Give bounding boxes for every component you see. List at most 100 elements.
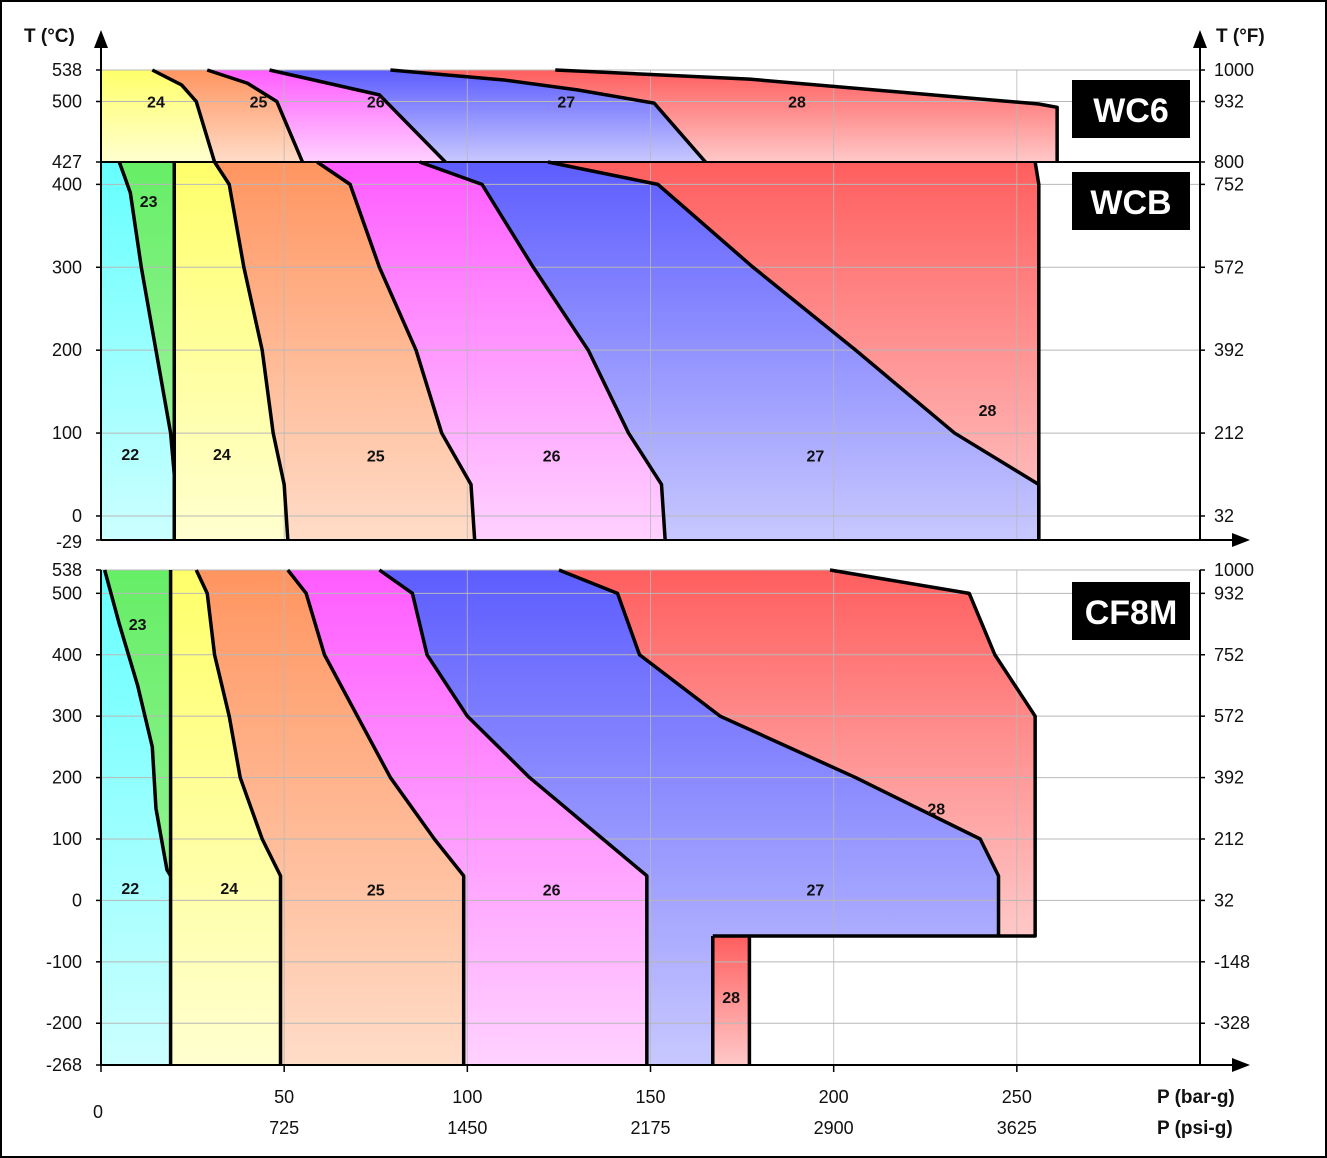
zone-label-27: 27 [806,448,824,465]
panel-title-badge [1072,172,1190,230]
zone-fill-27 [379,570,999,1065]
right-tick-label: 32 [1214,506,1234,526]
zone-label-28: 28 [979,403,997,420]
right-tick-label: 752 [1214,174,1244,194]
zone-boundary-b24 [213,161,290,541]
right-tick-label: 752 [1214,645,1244,665]
zone-label-28: 28 [722,990,740,1007]
zone-fill-25 [196,570,464,1065]
y-axis-right-title: T (°F) [1216,26,1265,47]
zone-boundary-b28a [712,568,1037,938]
zone-fill-24 [174,162,288,540]
y-axis-right-arrow [1193,30,1207,48]
right-tick-label: 1000 [1214,560,1254,580]
zone-label-25: 25 [367,448,385,465]
zone-fill-28 [712,936,750,1065]
x-axis-lower-arrow [1232,1058,1250,1072]
zone-boundary-b24 [194,569,283,1065]
left-tick-label: 400 [52,645,82,665]
zone-boundary-b26 [378,568,649,1065]
left-tick-label: 400 [52,174,82,194]
zone-label-25: 25 [367,882,385,899]
right-tick-label: 932 [1214,91,1244,111]
zone-label-22: 22 [121,447,139,464]
zone-label-23: 23 [140,194,158,211]
panel-title: WC6 [1093,92,1169,130]
right-tick-label: 32 [1214,890,1234,910]
left-tick-label: 500 [52,91,82,111]
right-tick-label: 392 [1214,340,1244,360]
x-axis-title-psi: P (psi-g) [1157,1118,1233,1139]
left-tick-label: 300 [52,706,82,726]
zone-fill-28 [558,570,1036,937]
right-tick-label: 572 [1214,257,1244,277]
zone-boundary-b26 [269,68,447,164]
left-tick-label: -100 [46,952,82,972]
zone-fill-24 [170,570,281,1065]
zone-boundary-b25 [286,568,466,1065]
x-axis-upper-arrow [1232,533,1250,547]
x-tick-label-bar: 200 [819,1087,849,1107]
left-tick-label: 200 [52,768,82,788]
zone-fill-25 [214,162,475,540]
x-axis-title-bar: P (bar-g) [1157,1087,1235,1108]
zone-label-24: 24 [213,447,231,464]
zone-label-27: 27 [557,94,575,111]
right-tick-label: -148 [1214,952,1250,972]
left-tick-label: 427 [52,152,82,172]
zone-label-24: 24 [220,881,238,898]
right-tick-label: 800 [1214,152,1244,172]
zone-boundary-b22 [117,161,177,475]
zone-label-26: 26 [367,94,385,111]
right-tick-label: 212 [1214,423,1244,443]
zone-fill-23 [119,162,175,540]
right-tick-label: 392 [1214,768,1244,788]
right-tick-label: 212 [1214,829,1244,849]
zone-boundary-b25 [206,68,305,163]
x-tick-label-bar: 250 [1002,1087,1032,1107]
zone-label-26: 26 [543,882,561,899]
x-tick-label-bar: 50 [274,1087,294,1107]
panel-title-badge [1072,80,1190,138]
zone-label-28: 28 [788,94,806,111]
zone-label-27: 27 [806,882,824,899]
left-tick-label: 100 [52,423,82,443]
y-axis-left-arrow [94,30,108,48]
zone-fill-26 [207,70,446,162]
zone-boundary-b26 [419,160,667,541]
right-tick-label: 1000 [1214,60,1254,80]
zone-label-23: 23 [129,617,147,634]
zone-boundary-b24 [151,68,217,163]
zone-fill-28 [547,162,1039,540]
left-tick-label: -268 [46,1055,82,1075]
x-tick-label-psi: 3625 [997,1118,1037,1138]
zone-fill-22 [101,162,175,540]
panel-title: WCB [1090,184,1171,222]
zone-fill-24 [101,70,215,162]
zone-fill-27 [419,162,1039,540]
left-tick-label: 300 [52,257,82,277]
panel-title: CF8M [1085,594,1178,632]
x-tick-label-bar: 150 [635,1087,665,1107]
left-tick-label: 538 [52,560,82,580]
y-axis-left-title: T (°C) [24,26,75,47]
x-tick-label-psi: 2900 [814,1118,854,1138]
zone-label-25: 25 [250,94,268,111]
zone-fill-26 [317,162,666,540]
zone-label-22: 22 [121,881,139,898]
zone-fill-23 [104,570,171,1065]
x-tick-label-psi: 1450 [447,1118,487,1138]
left-tick-label: -29 [56,532,82,552]
left-tick-label: -200 [46,1013,82,1033]
left-tick-label: 538 [52,60,82,80]
zone-boundary-b22 [102,569,173,877]
panel-title-badge [1072,582,1190,640]
right-tick-label: -328 [1214,1013,1250,1033]
left-tick-label: 200 [52,340,82,360]
zone-boundary-b25 [316,160,477,541]
x-tick-label-bar: 0 [93,1102,103,1122]
